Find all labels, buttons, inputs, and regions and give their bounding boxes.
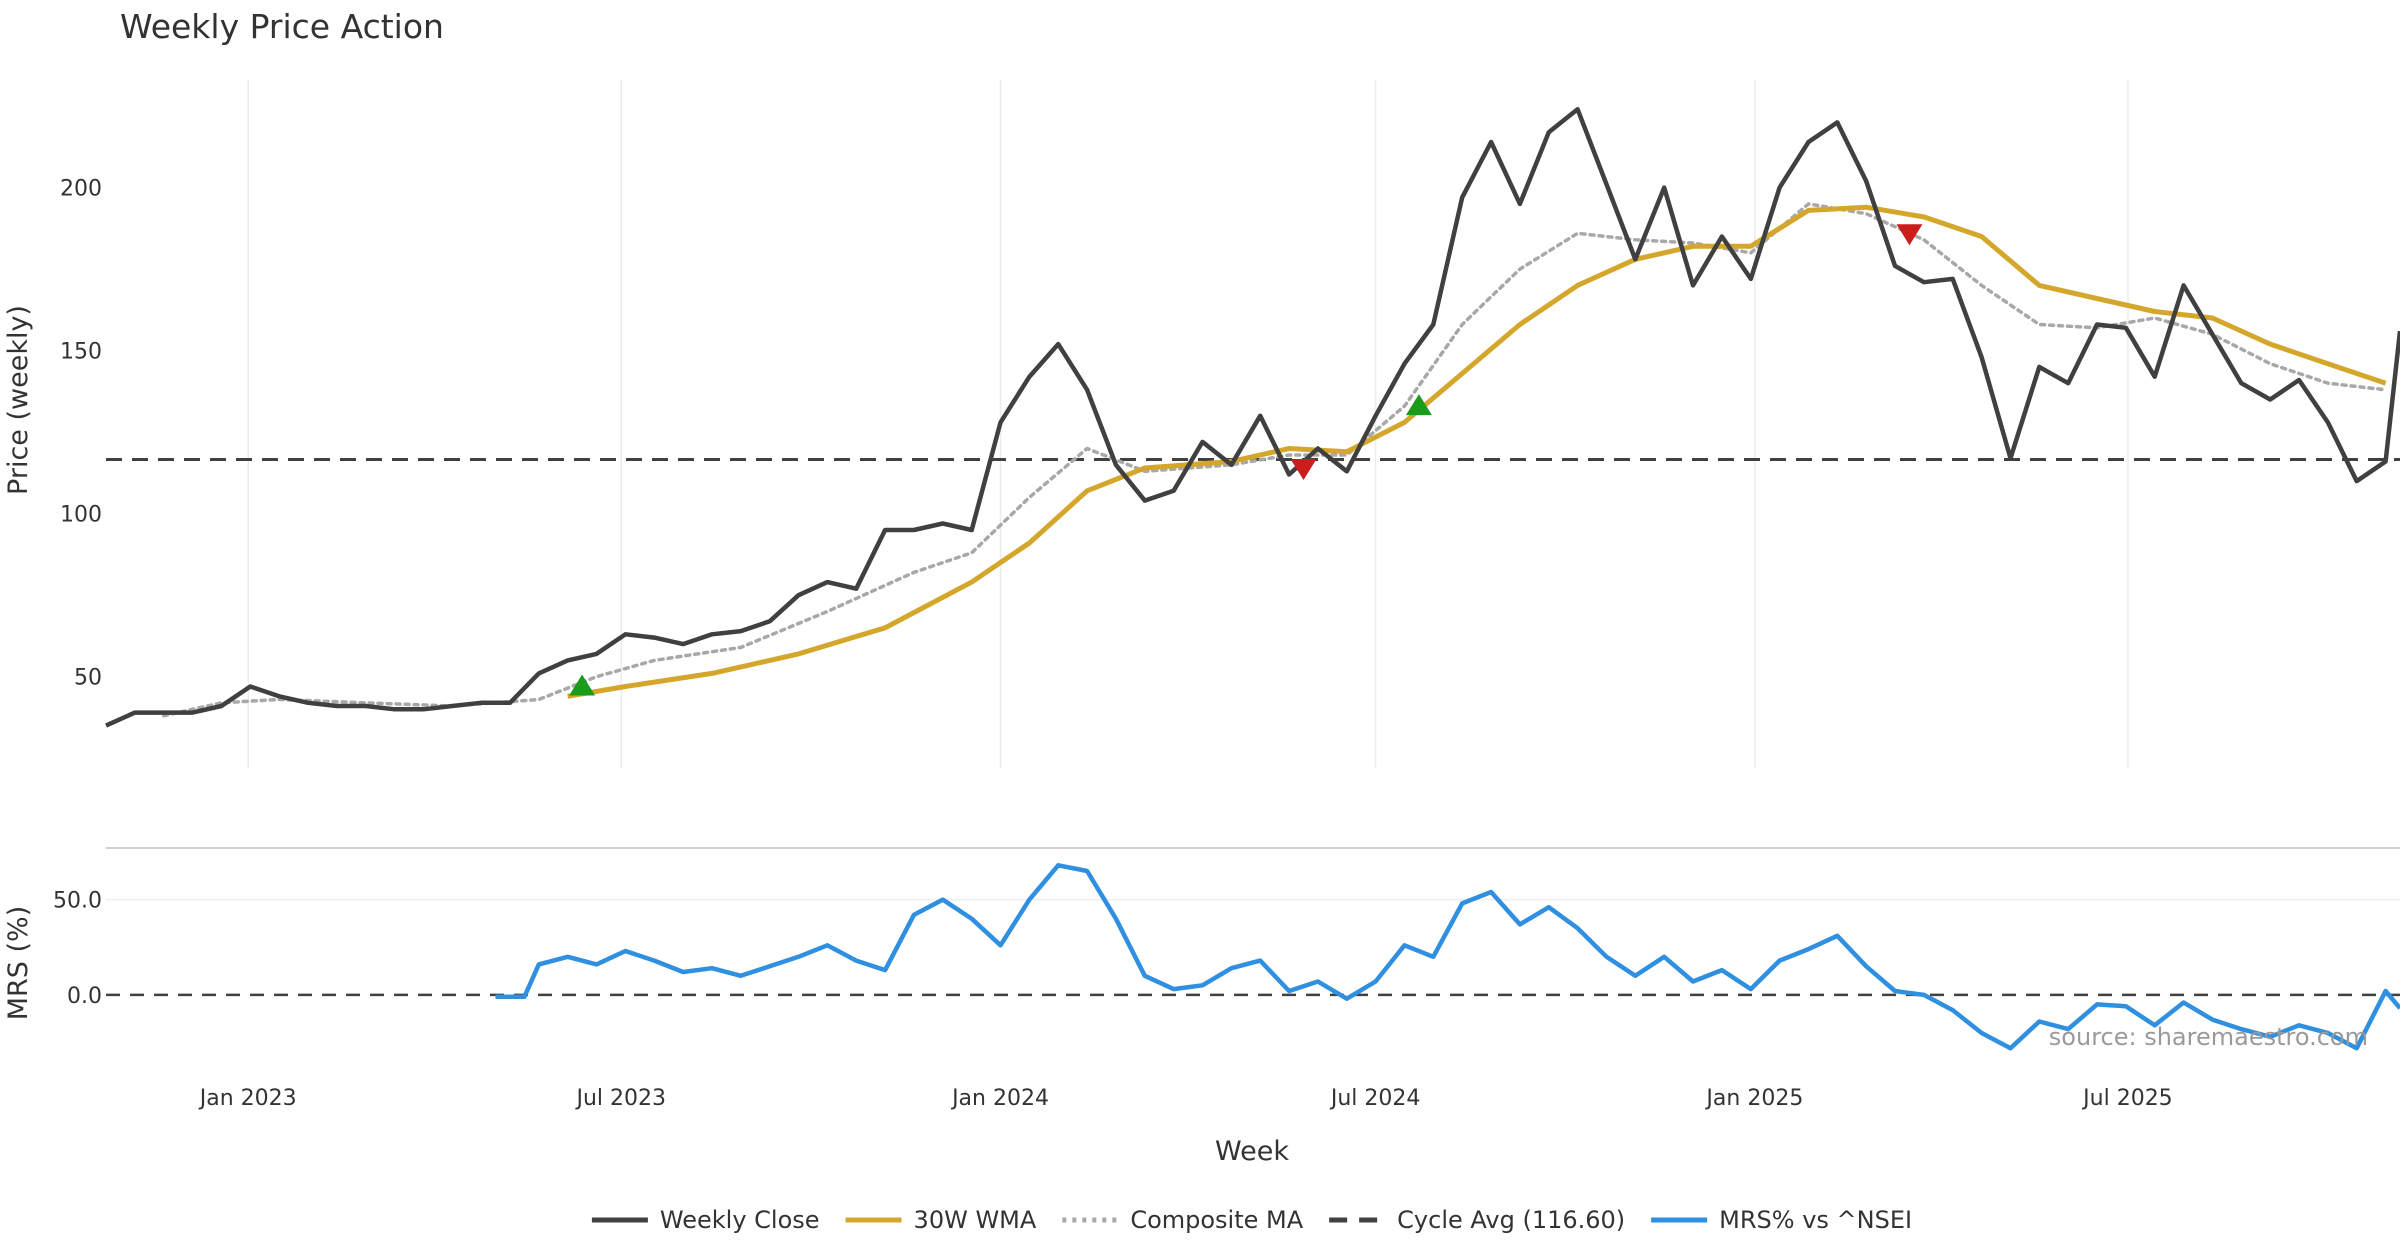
price-axis-title: Price (weekly) [3, 305, 34, 495]
signal-markers [569, 224, 1923, 696]
mrs-y-ticks: 0.0 50.0 [53, 889, 2400, 1009]
legend-label: 30W WMA [914, 1206, 1037, 1234]
x-tick-label: Jul 2023 [575, 1086, 667, 1111]
chart-title: Weekly Price Action [120, 7, 444, 46]
price-y-tick-label: 50 [74, 666, 102, 691]
buy-signal-marker [569, 674, 596, 696]
price-y-tick-label: 200 [60, 177, 102, 202]
legend: Weekly Close 30W WMA Composite MA Cycle Avg… [591, 1206, 1912, 1234]
mrs-y-tick-label: 0.0 [67, 984, 102, 1009]
legend-label: Weekly Close [660, 1206, 820, 1234]
x-tick-label: Jul 2025 [2081, 1086, 2173, 1111]
sell-signal-marker [1896, 224, 1923, 246]
wma-30w-series [567, 204, 2387, 699]
legend-label: MRS% vs ^NSEI [1719, 1206, 1912, 1234]
x-tick-label: Jan 2025 [1704, 1086, 1803, 1111]
price-panel: 50 100 150 200 Price (weekly) [3, 80, 2400, 768]
x-tick-label: Jan 2024 [950, 1086, 1049, 1111]
legend-label: Cycle Avg (116.60) [1397, 1206, 1625, 1234]
x-tick-label: Jul 2024 [1329, 1086, 1421, 1111]
mrs-y-tick-label: 50.0 [53, 889, 102, 914]
weekly-close-series [105, 107, 2400, 728]
mrs-axis-title: MRS (%) [3, 906, 34, 1021]
source-watermark: source: sharemaestro.com [2049, 1023, 2368, 1051]
mrs-series [495, 863, 2400, 1051]
composite-ma-series [161, 202, 2388, 718]
x-axis-title: Week [1215, 1136, 1289, 1167]
buy-signal-marker [1405, 394, 1432, 416]
legend-label: Composite MA [1130, 1206, 1303, 1234]
price-y-ticks: 50 100 150 200 [60, 177, 102, 691]
price-y-tick-label: 100 [60, 503, 102, 528]
sell-signal-marker [1290, 459, 1317, 481]
mrs-panel: 0.0 50.0 MRS (%) source: sharemaestro.com [3, 863, 2400, 1051]
x-tick-label: Jan 2023 [198, 1086, 297, 1111]
x-tick-labels: Jan 2023 Jul 2023 Jan 2024 Jul 2024 Jan 2025… [198, 1086, 2173, 1111]
price-x-gridlines [247, 80, 2129, 768]
price-y-tick-label: 150 [60, 340, 102, 365]
